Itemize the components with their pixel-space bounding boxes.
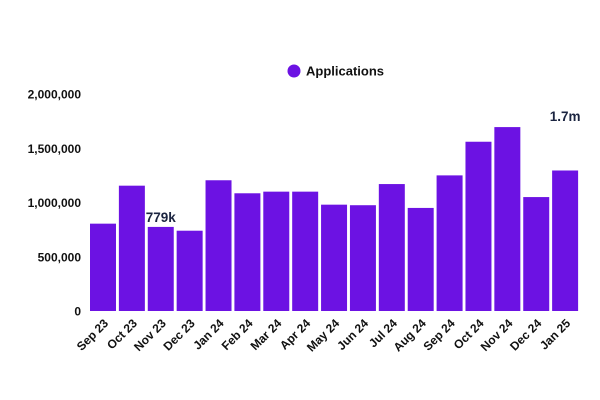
bar (407, 207, 434, 311)
y-tick-label: 500,000 (38, 250, 82, 264)
legend: Applications (287, 64, 384, 79)
x-tick-label: Dec 24 (507, 316, 544, 353)
annotations: 779k 1.7m (146, 109, 581, 225)
x-tick-label: Sep 23 (74, 316, 111, 353)
bars (90, 127, 579, 312)
bar (263, 191, 290, 311)
x-tick-label: Jun 24 (334, 316, 371, 353)
y-tick-label: 1,000,000 (28, 196, 82, 210)
bar (292, 191, 319, 311)
x-tick-label: Jan 25 (537, 316, 574, 353)
data-annotation: 779k (146, 210, 177, 225)
legend-label-applications: Applications (306, 64, 384, 79)
bar (147, 226, 174, 311)
bar (321, 204, 348, 311)
y-tick-label: 0 (74, 305, 81, 319)
bar (90, 223, 116, 311)
bar (494, 127, 521, 311)
bar (436, 175, 463, 312)
bar (118, 185, 145, 311)
bar (349, 205, 376, 311)
bar (176, 230, 203, 311)
bar (523, 197, 550, 311)
bar (234, 193, 261, 311)
bar (378, 184, 405, 311)
data-annotation: 1.7m (550, 109, 581, 124)
legend-swatch-applications (287, 64, 301, 78)
x-tick-label: Aug 24 (391, 316, 429, 354)
x-tick-label: May 24 (304, 316, 342, 354)
x-tick-label: Nov 24 (478, 316, 516, 354)
x-tick-label: Dec 23 (160, 316, 197, 353)
y-tick-label: 2,000,000 (28, 88, 82, 102)
x-tick-label: Feb 24 (219, 316, 256, 353)
bar (465, 141, 492, 311)
bar (552, 170, 579, 311)
y-axis: 0 500,000 1,000,000 1,500,000 2,000,000 (28, 88, 82, 319)
x-tick-label: Nov 23 (131, 316, 169, 354)
y-tick-label: 1,500,000 (28, 142, 82, 156)
x-tick-label: Mar 24 (248, 316, 285, 353)
x-tick-label: Sep 24 (420, 316, 457, 353)
bar (205, 180, 232, 311)
